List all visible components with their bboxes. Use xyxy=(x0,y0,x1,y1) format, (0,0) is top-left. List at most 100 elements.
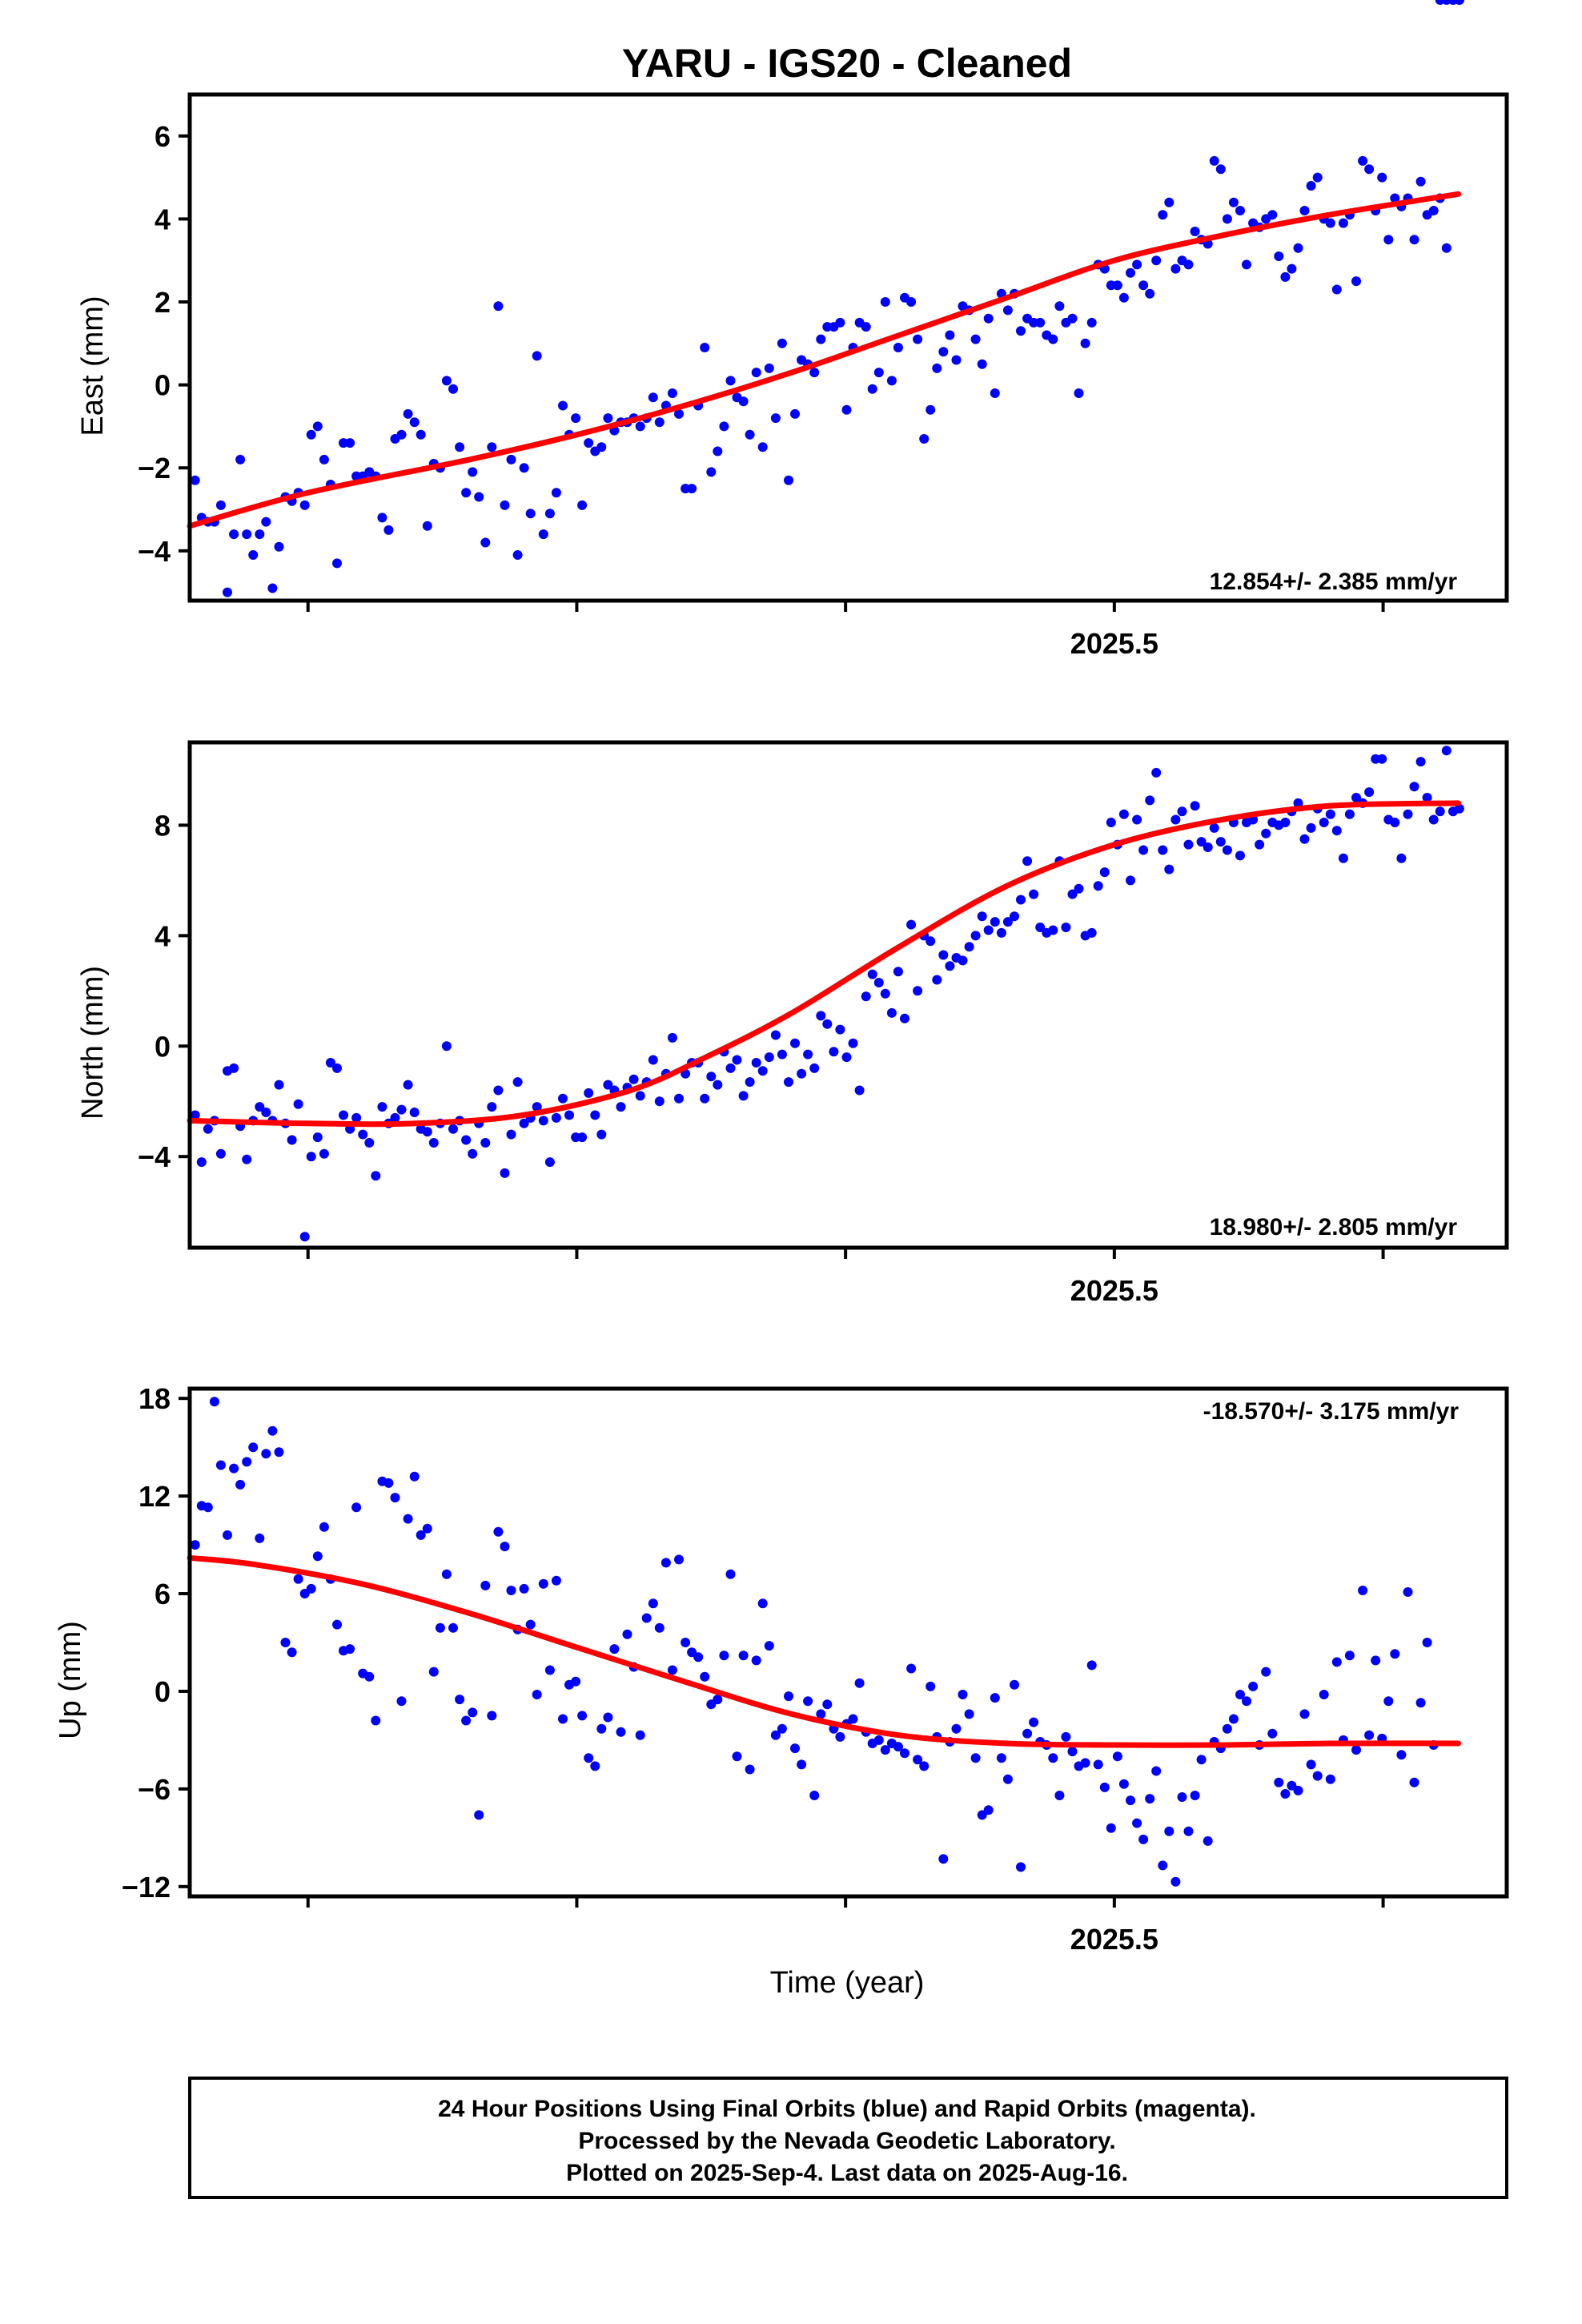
up-point xyxy=(900,1748,909,1759)
east-point xyxy=(1074,388,1084,398)
up-point xyxy=(287,1647,297,1658)
up-point xyxy=(306,1583,316,1594)
up-point xyxy=(493,1526,504,1537)
north-point xyxy=(893,967,903,977)
north-point xyxy=(512,1077,523,1088)
up-point xyxy=(532,1690,542,1699)
east-ytick-label: 2 xyxy=(155,286,171,319)
east-point xyxy=(377,513,387,523)
up-point xyxy=(1344,1651,1355,1661)
footer-line-2: Processed by the Nevada Geodetic Laborat… xyxy=(578,2128,1115,2154)
up-point xyxy=(693,1652,704,1663)
north-point xyxy=(654,1096,665,1107)
east-point xyxy=(190,475,200,485)
north-point xyxy=(255,1102,265,1112)
north-point xyxy=(822,1019,833,1029)
up-point xyxy=(416,1530,426,1540)
north-point xyxy=(977,911,987,922)
north-point xyxy=(970,931,981,941)
north-point xyxy=(784,1077,793,1088)
east-point xyxy=(700,343,710,352)
east-point xyxy=(1209,155,1219,166)
north-point xyxy=(1048,925,1058,935)
up-point xyxy=(1067,1747,1078,1757)
east-point xyxy=(532,351,542,361)
north-point xyxy=(1299,834,1310,844)
footer-line-1: 24 Hour Positions Using Final Orbits (bl… xyxy=(438,2096,1256,2122)
east-point xyxy=(544,509,555,519)
east-point xyxy=(983,313,994,324)
east-point xyxy=(416,429,426,440)
up-point xyxy=(487,1711,497,1721)
up-point xyxy=(584,1753,594,1763)
north-point xyxy=(274,1080,284,1090)
up-xtick-label: 2025.5 xyxy=(1070,1923,1158,1956)
up-point xyxy=(293,1574,303,1584)
up-point xyxy=(725,1569,736,1579)
east-point xyxy=(1441,243,1452,253)
east-panel: East (mm) 12.854+/- 2.385 mm/yr 6 4 2 0 −2 −4… xyxy=(76,0,1509,660)
north-point xyxy=(293,1099,303,1109)
north-point xyxy=(229,1063,239,1073)
up-point xyxy=(1132,1818,1142,1828)
north-point xyxy=(713,1080,723,1090)
east-point xyxy=(1228,197,1239,207)
east-rate-label: 12.854+/- 2.385 mm/yr xyxy=(1210,569,1458,595)
up-point xyxy=(1319,1690,1329,1699)
up-point xyxy=(622,1629,632,1639)
north-point xyxy=(1415,757,1426,767)
up-point xyxy=(1177,1792,1187,1802)
up-point xyxy=(964,1709,974,1719)
north-point xyxy=(628,1074,639,1084)
north-point xyxy=(1325,809,1335,819)
east-ytick-label: 6 xyxy=(155,120,171,153)
up-point xyxy=(319,1522,329,1532)
east-point xyxy=(1351,276,1361,287)
up-point xyxy=(784,1691,793,1702)
up-point xyxy=(1054,1791,1065,1800)
east-point xyxy=(422,521,432,531)
north-ytick-label: 4 xyxy=(155,919,171,952)
north-point xyxy=(441,1041,452,1051)
up-point xyxy=(1293,1785,1303,1795)
up-point xyxy=(1306,1759,1316,1770)
north-point xyxy=(1203,842,1213,852)
north-point xyxy=(1022,856,1033,866)
north-point xyxy=(1331,826,1342,836)
north-point xyxy=(480,1138,491,1148)
north-point xyxy=(1396,853,1407,863)
up-point xyxy=(1022,1728,1033,1739)
up-point xyxy=(1371,1655,1381,1666)
north-point xyxy=(1441,746,1452,756)
up-point xyxy=(990,1693,1000,1703)
east-point xyxy=(461,488,472,498)
north-point xyxy=(958,955,968,966)
north-point xyxy=(332,1063,342,1073)
figure-title: YARU - IGS20 - Cleaned xyxy=(622,41,1072,86)
north-point xyxy=(926,936,936,947)
north-point xyxy=(287,1135,297,1145)
east-point xyxy=(784,475,793,485)
up-point xyxy=(938,1854,949,1864)
north-point xyxy=(706,1072,717,1082)
east-point xyxy=(719,421,729,432)
up-point xyxy=(1235,1690,1245,1699)
north-point xyxy=(1403,809,1413,819)
north-point xyxy=(532,1102,542,1112)
up-ytick-label: 18 xyxy=(139,1382,171,1415)
up-ytick-label: 6 xyxy=(155,1578,171,1610)
up-point xyxy=(1364,1730,1375,1740)
north-point xyxy=(1151,767,1162,778)
north-point xyxy=(468,1148,478,1159)
north-point xyxy=(1377,754,1387,764)
east-point xyxy=(764,363,774,373)
east-point xyxy=(332,558,342,569)
up-point xyxy=(525,1619,536,1630)
east-point xyxy=(1383,235,1394,245)
up-point xyxy=(661,1558,671,1568)
up-point xyxy=(732,1751,742,1762)
east-ytick-label: 4 xyxy=(155,203,171,235)
north-point xyxy=(809,1063,820,1073)
north-point xyxy=(777,1049,787,1059)
north-point xyxy=(861,991,871,1002)
